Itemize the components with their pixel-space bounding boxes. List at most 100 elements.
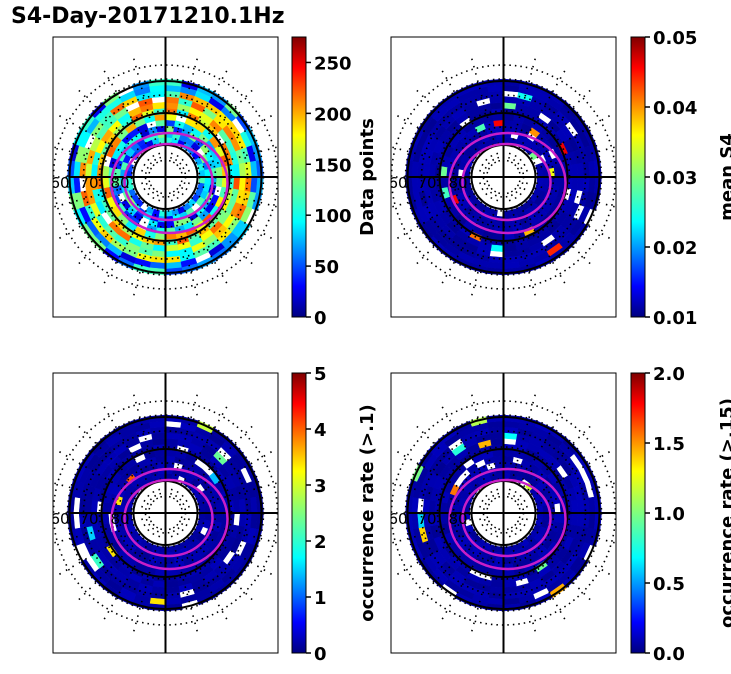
meridian-dotted xyxy=(56,520,153,577)
lat-label: 60 xyxy=(389,510,408,528)
colorbar xyxy=(630,372,646,654)
heatmap-cell xyxy=(158,136,166,144)
meridian-dotted xyxy=(394,113,491,170)
meridian-dotted xyxy=(514,88,593,167)
heatmap-cell xyxy=(494,125,504,133)
colorbar-tick-label: 1.5 xyxy=(653,434,685,455)
meridian-dotted xyxy=(510,404,567,500)
colorbar-tick-label: 100 xyxy=(314,206,352,227)
meridian-dotted xyxy=(518,146,616,174)
heatmap-cells xyxy=(405,78,602,276)
heatmap-cell xyxy=(204,176,212,186)
meridian-dotted xyxy=(516,113,613,170)
meridian-dotted xyxy=(178,449,275,506)
meridian-dotted xyxy=(180,482,278,510)
meridian-dotted xyxy=(53,146,151,174)
meridian-dotted xyxy=(506,56,537,162)
meridian-dotted xyxy=(391,482,489,510)
meridian-dotted xyxy=(132,528,163,634)
heatmap-cell xyxy=(496,136,504,144)
meridian-dotted xyxy=(168,192,199,298)
meridian-dotted xyxy=(506,528,537,634)
meridian-dotted xyxy=(132,56,163,162)
meridian-dotted xyxy=(56,113,153,170)
lat-label: 70 xyxy=(80,510,99,528)
colorbar xyxy=(291,36,307,318)
lat-label: 80 xyxy=(449,174,468,192)
colorbar-tick-label: 3 xyxy=(314,476,327,497)
meridian-dotted xyxy=(176,88,255,167)
meridian-dotted xyxy=(440,404,497,500)
heatmap-cell xyxy=(152,101,166,110)
meridian-dotted xyxy=(440,526,497,622)
meridian-dotted xyxy=(53,180,151,208)
meridian-dotted xyxy=(470,192,501,298)
meridian-dotted xyxy=(76,424,155,503)
colorbar-tick-label: 0.01 xyxy=(653,308,697,329)
lat-label: 80 xyxy=(111,510,130,528)
lat-label: 60 xyxy=(51,510,70,528)
colorbar-tick-label: 0 xyxy=(314,644,327,665)
meridian-dotted xyxy=(414,523,493,602)
meridian-dotted xyxy=(178,184,275,241)
meridian-dotted xyxy=(168,528,199,634)
colorbar-tick-label: 0.0 xyxy=(653,644,685,665)
lat-label: 80 xyxy=(111,174,130,192)
heatmap-cell xyxy=(158,472,166,480)
meridian-dotted xyxy=(470,528,501,634)
panel-4: 60 70 80 0.0 0.5 1.0 1.5 2.0 occurrence rate (>.… xyxy=(389,364,731,665)
lat-label: 60 xyxy=(389,174,408,192)
colorbar-tick-label: 0 xyxy=(314,308,327,329)
colorbar-tick-label: 0.03 xyxy=(653,168,697,189)
lat-label: 70 xyxy=(80,174,99,192)
meridian-dotted xyxy=(394,184,491,241)
meridian-dotted xyxy=(180,146,278,174)
colorbar-tick-label: 5 xyxy=(314,364,327,385)
meridian-dotted xyxy=(514,187,593,266)
colorbar xyxy=(630,36,646,318)
colorbar-tick-label: 150 xyxy=(314,155,352,176)
heatmap-cell xyxy=(490,244,504,253)
meridian-dotted xyxy=(172,526,229,622)
meridian-dotted xyxy=(102,526,159,622)
meridian-dotted xyxy=(76,88,155,167)
lat-label: 70 xyxy=(418,174,437,192)
heatmap-cell xyxy=(165,426,181,434)
meridian-dotted xyxy=(516,449,613,506)
meridian-dotted xyxy=(394,520,491,577)
meridian-dotted xyxy=(510,190,567,286)
meridian-dotted xyxy=(102,404,159,500)
meridian-dotted xyxy=(180,180,278,208)
meridian-dotted xyxy=(53,516,151,544)
meridian-dotted xyxy=(172,190,229,286)
meridian-dotted xyxy=(440,190,497,286)
colorbar-label: occurrence rate (>.15) xyxy=(717,398,731,628)
meridian-dotted xyxy=(56,184,153,241)
colorbar xyxy=(291,372,307,654)
colorbar-tick-label: 2 xyxy=(314,532,327,553)
panel-1: 60 70 80 0 50 100 150 200 250 Data points xyxy=(52,36,378,329)
oval-contour xyxy=(461,478,552,558)
lat-label: 70 xyxy=(418,510,437,528)
colorbar-label: Data points xyxy=(357,118,378,236)
oval-contour xyxy=(123,142,214,222)
panel-3: 60 70 80 0 1 2 3 4 5 occurrence rate (>.1) xyxy=(51,364,378,665)
colorbar-tick-label: 0.02 xyxy=(653,238,697,259)
colorbar-label: occurrence rate (>.1) xyxy=(357,404,378,621)
oval-contour xyxy=(123,478,214,558)
oval-contour xyxy=(461,142,552,222)
meridian-dotted xyxy=(414,424,493,503)
meridian-dotted xyxy=(178,113,275,170)
meridian-dotted xyxy=(168,392,199,498)
meridian-dotted xyxy=(391,180,489,208)
meridian-dotted xyxy=(178,520,275,577)
oval-contour xyxy=(110,131,229,235)
panel-plot-area: 60 70 80 xyxy=(53,37,278,317)
meridian-dotted xyxy=(440,68,497,164)
panel-plot-area: 60 70 80 xyxy=(389,373,616,653)
panel-plot-area: 60 70 80 xyxy=(389,37,616,317)
meridian-dotted xyxy=(510,526,567,622)
meridian-dotted xyxy=(176,424,255,503)
heatmap-cell xyxy=(503,96,518,104)
colorbar-tick-label: 1 xyxy=(314,588,327,609)
